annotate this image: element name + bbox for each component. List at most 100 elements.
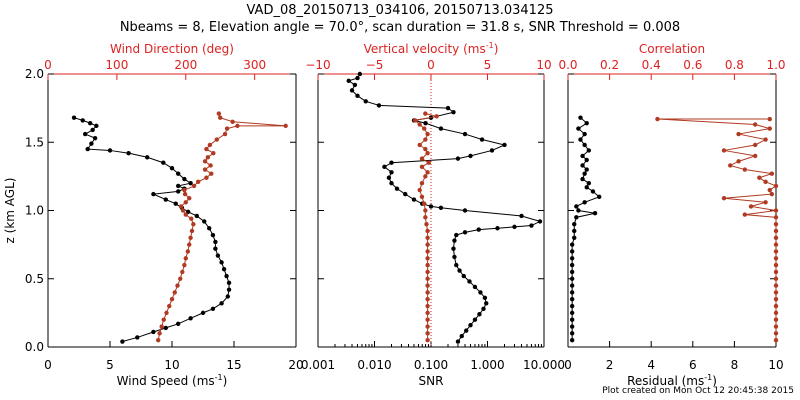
data-point bbox=[425, 150, 430, 156]
data-point bbox=[423, 120, 428, 126]
data-point bbox=[204, 175, 209, 180]
x-tick-label: 15 bbox=[226, 358, 241, 372]
data-point bbox=[183, 212, 188, 217]
data-point bbox=[773, 290, 779, 295]
top-tick-label: 200 bbox=[174, 58, 197, 72]
data-point bbox=[355, 93, 360, 99]
data-point bbox=[425, 256, 430, 261]
series-line-red bbox=[157, 113, 286, 341]
data-point bbox=[195, 179, 201, 185]
data-point bbox=[445, 105, 451, 111]
data-point bbox=[183, 200, 188, 205]
data-point bbox=[135, 335, 140, 340]
data-point bbox=[423, 146, 428, 152]
top-tick-label: 300 bbox=[243, 58, 266, 72]
data-point bbox=[454, 262, 459, 268]
data-point bbox=[386, 175, 392, 180]
data-point bbox=[126, 150, 131, 156]
data-point bbox=[574, 215, 579, 220]
data-point bbox=[419, 156, 425, 161]
data-point bbox=[419, 181, 425, 186]
data-point bbox=[580, 153, 585, 159]
data-point bbox=[425, 310, 430, 316]
data-point bbox=[582, 142, 587, 148]
data-point bbox=[721, 196, 727, 201]
x-tick-label: 0.001 bbox=[301, 358, 335, 372]
data-point bbox=[71, 115, 77, 120]
data-point bbox=[189, 216, 194, 221]
data-point bbox=[218, 115, 223, 120]
data-point bbox=[425, 242, 430, 247]
data-point bbox=[478, 290, 483, 295]
data-point bbox=[422, 126, 427, 131]
data-point bbox=[773, 221, 779, 227]
data-point bbox=[214, 137, 219, 142]
data-point bbox=[205, 155, 211, 160]
data-point bbox=[346, 78, 351, 84]
data-point bbox=[721, 148, 727, 153]
data-point bbox=[189, 228, 195, 234]
data-point bbox=[438, 205, 444, 210]
data-point bbox=[164, 310, 169, 316]
data-point bbox=[176, 321, 181, 326]
data-point bbox=[773, 297, 779, 302]
data-point bbox=[464, 328, 469, 333]
data-point bbox=[210, 306, 216, 311]
data-point bbox=[207, 142, 213, 148]
data-point bbox=[411, 197, 417, 202]
data-point bbox=[479, 137, 485, 142]
data-point bbox=[753, 122, 758, 127]
data-point bbox=[472, 284, 478, 290]
data-point bbox=[200, 310, 206, 316]
data-point bbox=[574, 204, 579, 209]
data-point bbox=[569, 310, 575, 316]
data-point bbox=[569, 317, 575, 322]
data-point bbox=[773, 269, 779, 275]
data-point bbox=[89, 141, 94, 146]
data-point bbox=[425, 276, 430, 281]
data-point bbox=[569, 276, 575, 281]
y-tick-label: 0.0 bbox=[25, 340, 44, 354]
data-point bbox=[425, 317, 430, 322]
data-point bbox=[187, 196, 192, 201]
data-point bbox=[452, 238, 457, 243]
data-point bbox=[423, 174, 428, 179]
data-point bbox=[151, 191, 156, 197]
top-tick-label: 10 bbox=[536, 58, 551, 72]
plot-credit: Plot created on Mon Oct 12 20:45:38 2015 bbox=[602, 386, 794, 396]
data-point bbox=[495, 226, 500, 231]
data-point bbox=[425, 324, 430, 329]
series-line-red bbox=[657, 118, 778, 341]
data-point bbox=[742, 212, 747, 217]
data-point bbox=[584, 157, 589, 163]
data-point bbox=[389, 160, 394, 165]
data-point bbox=[226, 280, 232, 286]
top-tick-label: −10 bbox=[305, 58, 330, 72]
data-point bbox=[182, 191, 188, 197]
data-point bbox=[92, 135, 98, 141]
data-point bbox=[425, 170, 430, 175]
data-point bbox=[161, 160, 166, 165]
data-point bbox=[476, 227, 481, 232]
data-point bbox=[455, 156, 461, 161]
data-point bbox=[224, 273, 229, 279]
data-point bbox=[151, 329, 156, 335]
data-point bbox=[425, 262, 430, 268]
data-point bbox=[763, 200, 768, 205]
data-point bbox=[537, 219, 543, 224]
data-point bbox=[187, 242, 192, 247]
data-point bbox=[484, 301, 489, 306]
data-point bbox=[569, 290, 575, 295]
data-point bbox=[773, 208, 779, 213]
series-line-black bbox=[347, 73, 542, 342]
data-point bbox=[578, 115, 583, 120]
data-point bbox=[569, 242, 575, 247]
data-point bbox=[569, 297, 575, 302]
x-tick-label: 8 bbox=[731, 358, 739, 372]
data-point bbox=[107, 148, 113, 153]
data-point bbox=[572, 235, 577, 240]
data-point bbox=[376, 103, 382, 108]
data-point bbox=[512, 224, 517, 230]
data-point bbox=[213, 239, 218, 245]
data-point bbox=[226, 287, 232, 292]
